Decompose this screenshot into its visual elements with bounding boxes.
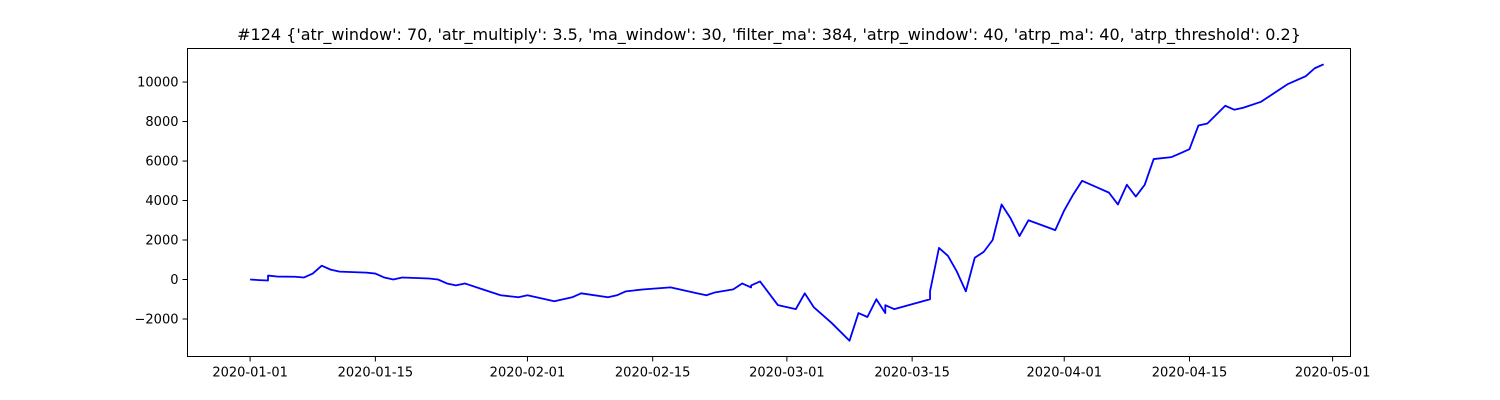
y-tick-label: 4000 — [145, 194, 178, 209]
chart-title: #124 {'atr_window': 70, 'atr_multiply': … — [237, 25, 1301, 45]
plot-frame — [187, 48, 1351, 357]
series-line-0 — [250, 63, 1325, 342]
x-tick-label: 2020-05-01 — [1295, 366, 1371, 381]
x-tick-label: 2020-01-01 — [212, 366, 288, 381]
y-tick-label: 2000 — [145, 234, 178, 249]
x-tick-label: 2020-03-01 — [749, 366, 825, 381]
x-tick-label: 2020-04-15 — [1152, 366, 1228, 381]
plot-area — [250, 63, 1325, 342]
x-tick-label: 2020-02-01 — [490, 366, 566, 381]
y-tick-label: 6000 — [145, 155, 178, 170]
y-tick-label: 0 — [170, 273, 178, 288]
y-tick-label: −2000 — [135, 312, 179, 327]
x-tick-label: 2020-03-15 — [874, 366, 950, 381]
x-tick-label: 2020-01-15 — [338, 366, 414, 381]
x-tick-label: 2020-02-15 — [615, 366, 691, 381]
x-axis: 2020-01-01 2020-01-15 2020-02-01 2020-02-15… — [212, 356, 1371, 381]
y-tick-label: 8000 — [145, 115, 178, 130]
x-tick-label: 2020-04-01 — [1026, 366, 1102, 381]
y-axis: −2000 0 2000 4000 6000 8000 10000 — [135, 76, 188, 327]
y-tick-label: 10000 — [137, 76, 178, 91]
